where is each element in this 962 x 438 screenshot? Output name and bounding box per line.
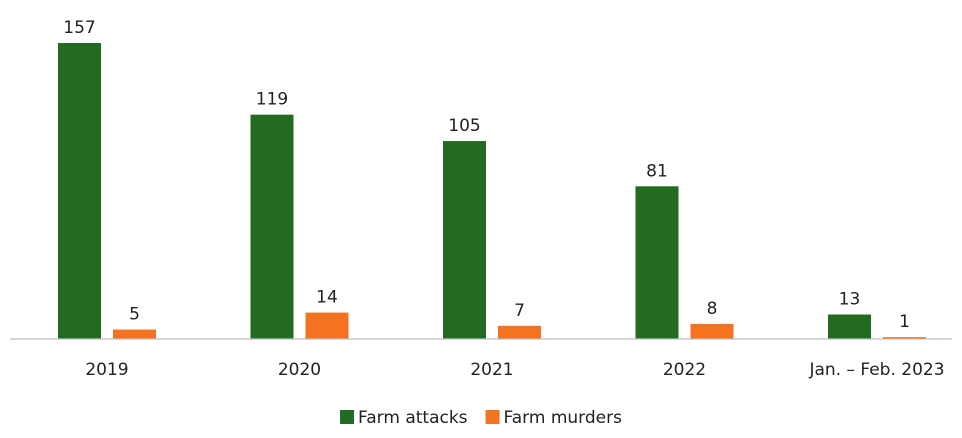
data-label-farm-attacks-0: 157: [63, 18, 95, 38]
bar-farm-attacks-0: [58, 43, 101, 339]
data-label-farm-murders-1: 14: [316, 288, 338, 308]
x-tick-label-2: 2021: [470, 360, 513, 380]
bar-farm-murders-1: [305, 312, 349, 339]
bar-farm-attacks-2: [443, 141, 486, 339]
bar-farm-attacks-1: [250, 114, 294, 339]
data-label-farm-attacks-2: 105: [448, 116, 480, 136]
x-tick-labels-layer: 2019 2020 2021 2022 Jan. – Feb. 2023: [85, 360, 944, 380]
bars-layer: [58, 43, 926, 339]
bar-farm-murders-0: [113, 329, 156, 339]
data-labels-layer: 157 5 119 14 105 7 81 8 13 1: [63, 18, 910, 332]
bar-farm-attacks-3: [635, 186, 679, 339]
legend-swatch-farm-attacks: [340, 410, 355, 424]
legend-item-farm-attacks: Farm attacks: [340, 408, 468, 428]
bar-farm-attacks-4: [828, 314, 871, 339]
x-tick-label-1: 2020: [278, 360, 321, 380]
data-label-farm-murders-2: 7: [514, 301, 525, 321]
bar-farm-murders-3: [690, 323, 734, 339]
x-tick-label-4: Jan. – Feb. 2023: [808, 360, 944, 380]
bar-farm-murders-4: [883, 337, 926, 339]
legend-label-farm-murders: Farm murders: [504, 408, 623, 428]
data-label-farm-attacks-1: 119: [256, 90, 288, 110]
x-tick-label-0: 2019: [85, 360, 128, 380]
data-label-farm-murders-3: 8: [707, 299, 718, 319]
legend: Farm attacks Farm murders: [340, 408, 622, 428]
legend-label-farm-attacks: Farm attacks: [358, 408, 468, 428]
data-label-farm-murders-4: 1: [899, 312, 910, 332]
data-label-farm-attacks-3: 81: [646, 161, 668, 181]
legend-swatch-farm-murders: [485, 410, 500, 424]
legend-item-farm-murders: Farm murders: [485, 408, 623, 428]
data-label-farm-murders-0: 5: [129, 305, 140, 325]
data-label-farm-attacks-4: 13: [839, 289, 861, 309]
bar-farm-murders-2: [498, 325, 541, 339]
x-tick-label-3: 2022: [663, 360, 706, 380]
